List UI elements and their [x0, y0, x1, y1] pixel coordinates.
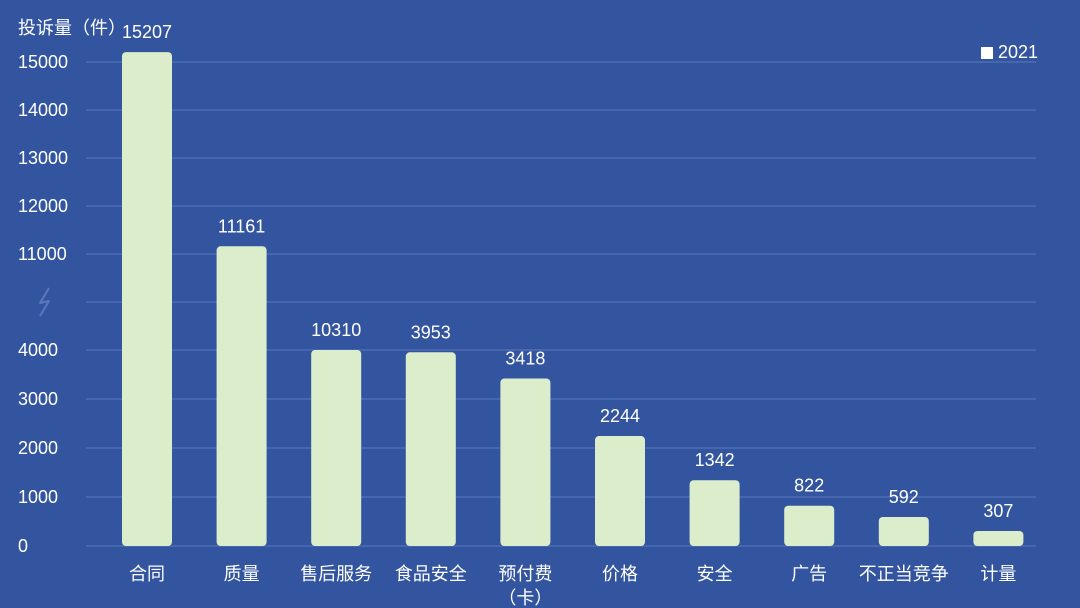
y-tick-label: 1000: [18, 487, 58, 507]
axis-break-marker: [39, 287, 50, 317]
data-label: 307: [983, 501, 1013, 521]
y-tick-label: 14000: [18, 100, 68, 120]
bar: [878, 516, 929, 546]
bar: [689, 480, 740, 546]
bar: [500, 378, 551, 546]
data-label: 3418: [505, 349, 545, 369]
x-tick-label: 安全: [697, 564, 733, 584]
y-tick-label: 4000: [18, 340, 58, 360]
x-tick-label: （卡）: [498, 588, 552, 608]
y-tick-label: 13000: [18, 148, 68, 168]
x-tick-label: 售后服务: [300, 564, 372, 584]
bar: [973, 530, 1024, 546]
data-label: 3953: [411, 322, 451, 342]
data-label: 11161: [218, 216, 265, 236]
y-tick-label: 11000: [18, 244, 67, 264]
y-tick-label: 2000: [18, 438, 58, 458]
legend: 2021: [980, 42, 1038, 63]
legend-swatch: [980, 46, 993, 59]
data-label: 592: [889, 487, 919, 507]
data-label: 1342: [695, 450, 735, 470]
y-axis-ticks: 0 1000 2000 3000 4000 11000 12000 13000 14000 150…: [18, 52, 68, 556]
bar: [784, 505, 835, 546]
bars: [122, 52, 1024, 547]
x-tick-label: 广告: [791, 564, 827, 584]
x-tick-label: 合同: [129, 564, 165, 584]
y-tick-label: 3000: [18, 389, 58, 409]
bar: [405, 352, 456, 546]
bar: [122, 52, 172, 547]
x-axis-ticks: 合同 质量 售后服务 食品安全 预付费 （卡） 价格 安全 广告 不正当竞争 计量: [129, 564, 1016, 608]
data-label: 15207: [122, 22, 172, 42]
data-labels: 15207 11161 10310 3953 3418 2244 1342 822 592 307: [122, 22, 1013, 521]
y-tick-label: 12000: [18, 196, 68, 216]
x-tick-label: 不正当竞争: [859, 564, 949, 584]
bar: [311, 350, 362, 546]
x-tick-label: 计量: [980, 564, 1016, 584]
x-tick-label: 质量: [224, 564, 260, 584]
data-label: 2244: [600, 406, 640, 426]
bar: [595, 436, 645, 546]
y-tick-label: 15000: [18, 52, 68, 72]
y-axis-title: 投诉量（件）: [18, 18, 126, 38]
x-tick-label: 预付费: [498, 564, 552, 584]
data-label: 822: [794, 476, 824, 496]
axis-break-icon: [39, 287, 50, 317]
legend-label: 2021: [997, 42, 1038, 62]
x-tick-label: 价格: [602, 564, 638, 584]
bar: [216, 246, 267, 546]
y-tick-label: 0: [18, 536, 28, 556]
data-label: 10310: [311, 320, 361, 340]
x-tick-label: 食品安全: [395, 564, 467, 584]
